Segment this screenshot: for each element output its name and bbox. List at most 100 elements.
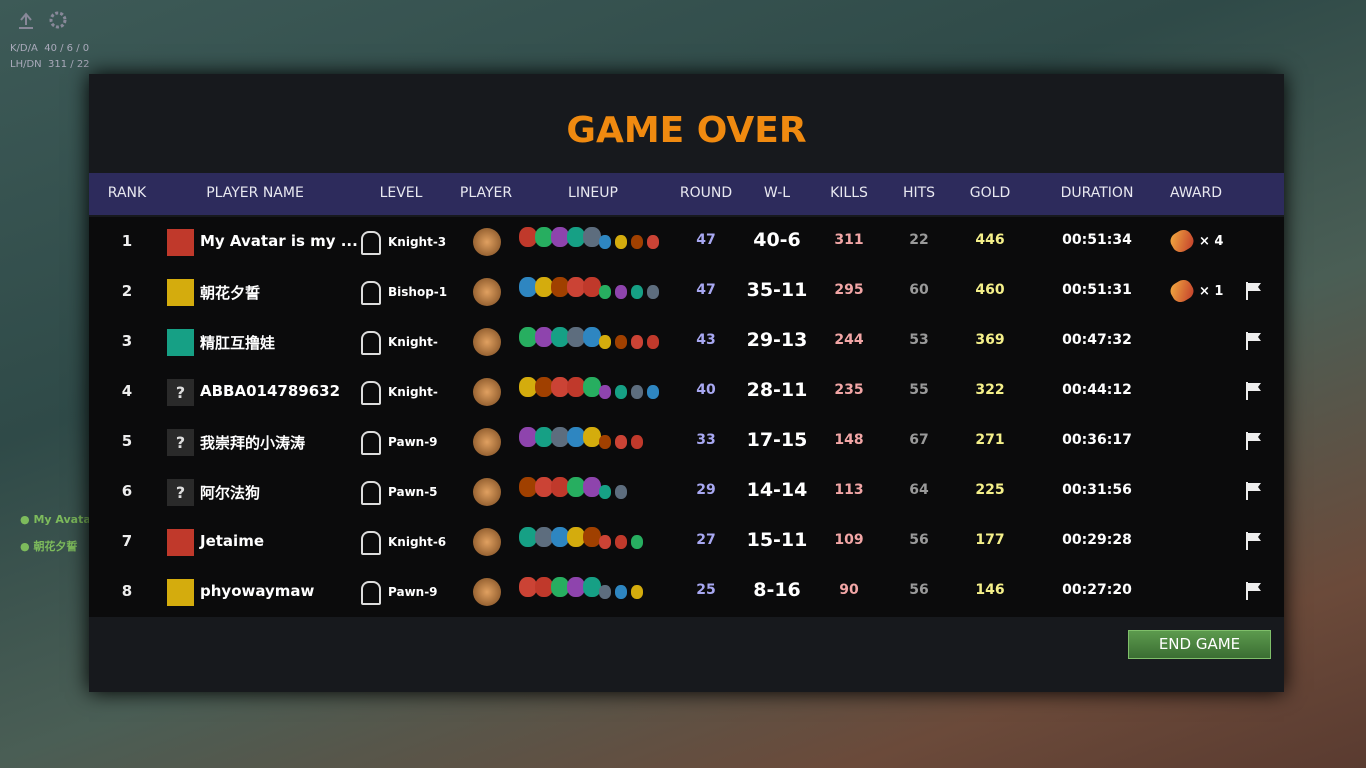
player-name[interactable]: phyowaymaw <box>200 582 315 600</box>
courier-icon <box>473 278 501 306</box>
level-icon <box>361 281 381 305</box>
gold: 146 <box>975 582 1005 598</box>
level-icon <box>361 431 381 455</box>
lineup-hero <box>631 435 643 449</box>
duration: 00:51:31 <box>1062 282 1132 298</box>
courier-icon <box>473 528 501 556</box>
lhdn-label: LH/DN <box>10 59 42 70</box>
avatar: ? <box>167 479 194 506</box>
title: GAME OVER <box>566 110 807 151</box>
lineup-hero <box>599 585 611 599</box>
lineup-hero <box>631 535 643 549</box>
lineup-hero <box>647 335 659 349</box>
duration: 00:47:32 <box>1062 332 1132 348</box>
gold: 271 <box>975 432 1005 448</box>
duration: 00:27:20 <box>1062 582 1132 598</box>
side-player-name: My Avatar <box>33 513 97 526</box>
award: × 1 <box>1199 284 1224 299</box>
gold: 322 <box>975 382 1005 398</box>
player-name[interactable]: ABBA014789632 <box>200 382 341 400</box>
level-icon <box>361 381 381 405</box>
player-name[interactable]: 阿尔法狗 <box>200 484 261 502</box>
flag-icon[interactable] <box>1245 531 1263 551</box>
player-row: 2 朝花夕誓 Bishop-1 47 35-11 295 60 460 00:51:31 × 1 <box>89 267 1284 317</box>
lineup-hero <box>583 427 601 447</box>
lineup-hero <box>615 585 627 599</box>
lineup-hero <box>535 327 553 347</box>
lineup-hero <box>519 527 537 547</box>
column-header: AWARD <box>1170 185 1222 201</box>
kills: 235 <box>834 382 864 398</box>
win-loss: 14-14 <box>746 479 808 501</box>
rank: 3 <box>121 332 133 350</box>
round: 25 <box>696 582 716 598</box>
report-flag[interactable] <box>1245 581 1263 601</box>
report-flag[interactable] <box>1245 331 1263 351</box>
gold: 225 <box>975 482 1005 498</box>
hud-icons[interactable] <box>16 10 76 32</box>
player-name[interactable]: My Avatar is my ... <box>200 232 358 250</box>
win-loss: 15-11 <box>746 529 808 551</box>
rank: 6 <box>121 482 133 500</box>
player-name[interactable]: Jetaime <box>200 532 264 550</box>
avatar <box>167 529 194 556</box>
award-icon <box>1167 226 1197 256</box>
report-flag[interactable] <box>1245 431 1263 451</box>
kills: 109 <box>834 532 864 548</box>
lineup-hero <box>647 285 659 299</box>
lineup-hero <box>551 527 569 547</box>
lineup-hero <box>519 427 537 447</box>
kills: 295 <box>834 282 864 298</box>
player-row: 6? 阿尔法狗 Pawn-5 29 14-14 113 64 225 00:31:56 <box>89 467 1284 517</box>
lineup-hero <box>583 277 601 297</box>
rank: 1 <box>121 232 133 250</box>
column-header: PLAYER <box>459 185 513 201</box>
win-loss: 40-6 <box>753 229 801 251</box>
rank: 5 <box>121 432 133 450</box>
flag-icon[interactable] <box>1245 381 1263 401</box>
hits: 60 <box>909 282 929 298</box>
kills: 244 <box>834 332 864 348</box>
column-header: HITS <box>902 185 936 201</box>
level: Knight- <box>388 385 438 399</box>
column-header: LEVEL <box>379 185 423 201</box>
lineup-hero <box>551 277 569 297</box>
lineup-hero <box>567 427 585 447</box>
avatar: ? <box>167 429 194 456</box>
lineup-hero <box>567 477 585 497</box>
lineup-hero <box>551 477 569 497</box>
hits: 22 <box>909 232 929 248</box>
level: Bishop-1 <box>388 285 448 299</box>
round: 29 <box>696 482 716 498</box>
report-flag[interactable] <box>1245 281 1263 301</box>
round: 33 <box>696 432 716 448</box>
flag-icon[interactable] <box>1245 481 1263 501</box>
kills: 148 <box>834 432 864 448</box>
rank: 7 <box>121 532 133 550</box>
flag-icon[interactable] <box>1245 331 1263 351</box>
duration: 00:51:34 <box>1062 232 1132 248</box>
player-name[interactable]: 精肛互撸娃 <box>200 334 276 352</box>
lineup-hero <box>631 585 643 599</box>
lineup-hero <box>567 227 585 247</box>
duration: 00:31:56 <box>1062 482 1132 498</box>
report-flag[interactable] <box>1245 531 1263 551</box>
column-header: PLAYER NAME <box>206 185 304 201</box>
rank: 4 <box>121 382 133 400</box>
courier-icon <box>473 428 501 456</box>
report-flag[interactable] <box>1245 381 1263 401</box>
column-header: LINEUP <box>568 185 618 201</box>
player-name[interactable]: 我崇拜的小涛涛 <box>200 434 306 452</box>
lineup-hero <box>519 477 537 497</box>
player-name[interactable]: 朝花夕誓 <box>200 284 261 302</box>
end-game-button[interactable]: END GAME <box>1128 630 1271 659</box>
lineup-hero <box>599 235 611 249</box>
lineup-hero <box>583 527 601 547</box>
flag-icon[interactable] <box>1245 431 1263 451</box>
lineup-hero <box>567 327 585 347</box>
kda-value: 40 / 6 / 0 <box>44 43 90 54</box>
flag-icon[interactable] <box>1245 281 1263 301</box>
report-flag[interactable] <box>1245 481 1263 501</box>
flag-icon[interactable] <box>1245 581 1263 601</box>
